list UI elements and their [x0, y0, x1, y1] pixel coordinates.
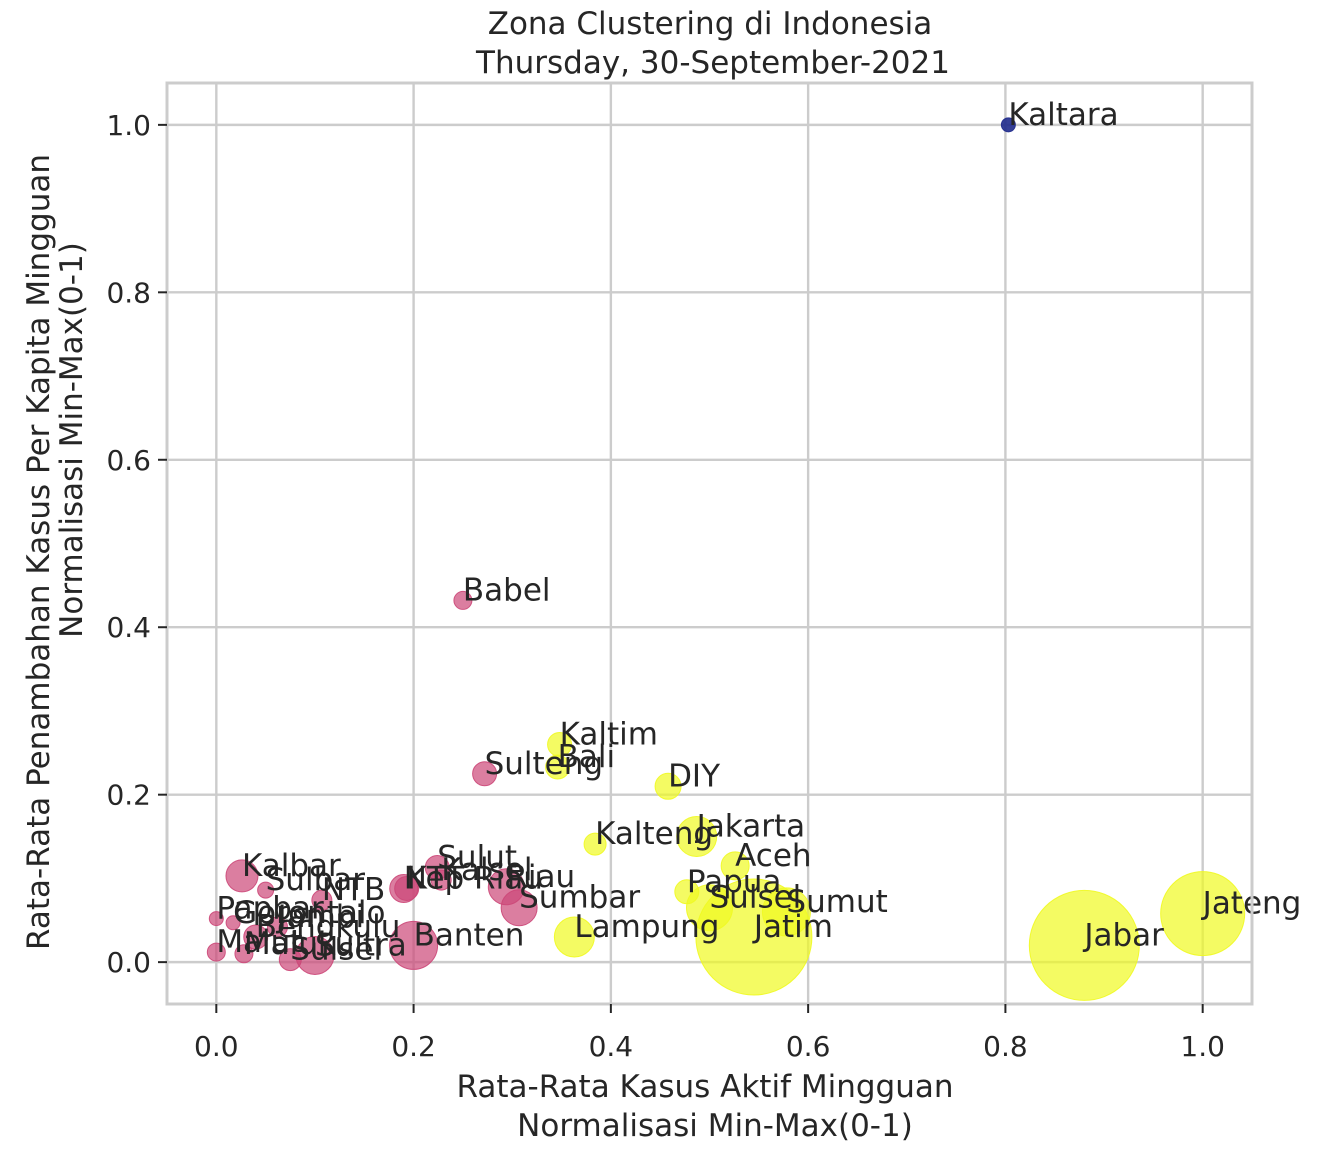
- data-point: [761, 887, 811, 937]
- data-point: [234, 944, 254, 964]
- data-point: [583, 832, 607, 856]
- data-points: [206, 117, 1246, 1001]
- data-point: [500, 889, 538, 927]
- data-point-label: Kep Riau: [407, 860, 543, 896]
- y-tick-label: 0.4: [106, 611, 151, 644]
- data-point: [266, 916, 288, 938]
- data-point: [225, 859, 259, 893]
- axis-ticks: 0.0 0.2 0.4 0.6 0.8 1.0 0.0 0.2 0.4 0.6 0.8 1.0: [106, 109, 1224, 1063]
- x-axis-label-line-1: Rata-Rata Kasus Aktif Mingguan: [457, 1069, 954, 1105]
- chart-title-line-2: Thursday, 30-September-2021: [475, 45, 950, 81]
- x-tick-label: 0.4: [589, 1030, 634, 1063]
- y-tick-label: 1.0: [106, 109, 151, 142]
- data-point: [472, 761, 498, 787]
- data-point-label: Bengkulu: [256, 909, 401, 945]
- data-point-label: Jambi: [275, 899, 364, 935]
- data-point-label: Lampung: [574, 909, 719, 945]
- data-point: [278, 948, 302, 972]
- data-point-label: Papbar: [216, 891, 324, 927]
- x-tick-label: 0.2: [391, 1030, 436, 1063]
- data-point-label: Banten: [414, 917, 525, 953]
- data-point-label: Sultra: [315, 927, 407, 963]
- data-point-label: Sulbar: [266, 862, 366, 898]
- data-point: [225, 915, 241, 931]
- data-point: [676, 816, 718, 858]
- data-point-label: Maluku: [244, 926, 355, 962]
- y-tick-label: 0.6: [106, 444, 151, 477]
- data-point: [206, 942, 226, 962]
- data-point-label: Babel: [463, 572, 551, 608]
- x-axis-label-line-2: Normalisasi Min-Max(0-1): [517, 1108, 913, 1144]
- data-point-label: Kalteng: [595, 816, 713, 852]
- data-point-label: Malut: [216, 924, 302, 960]
- data-point: [674, 879, 700, 905]
- data-point: [1160, 871, 1246, 957]
- data-point-label: NTT: [404, 860, 466, 896]
- data-point-label: Kalsel: [441, 852, 532, 888]
- chart-title-line-1: Zona Clustering di Indonesia: [488, 6, 933, 42]
- y-axis-label-line-2: Normalisasi Min-Max(0-1): [54, 242, 90, 638]
- data-point-label: Kaltim: [560, 716, 658, 752]
- data-point-label: NTB: [322, 872, 385, 908]
- data-point-label: Riau: [506, 859, 575, 895]
- data-point: [720, 851, 750, 881]
- data-point-label: Sulsel: [710, 880, 802, 916]
- data-point-label: Sulut: [437, 840, 517, 876]
- data-point: [394, 875, 420, 901]
- data-point-label: Papua: [687, 864, 782, 900]
- data-point: [1028, 889, 1140, 1001]
- x-tick-label: 1.0: [1180, 1030, 1225, 1063]
- y-tick-label: 0.0: [106, 946, 151, 979]
- data-point: [257, 881, 275, 899]
- data-point-label: Jatim: [752, 909, 833, 945]
- x-tick-label: 0.8: [983, 1030, 1028, 1063]
- data-point-label: DIY: [668, 758, 720, 794]
- data-point: [430, 869, 452, 891]
- data-point-label: Gorontalo: [233, 895, 385, 931]
- y-tick-label: 0.8: [106, 276, 151, 309]
- data-point: [389, 920, 439, 970]
- x-tick-label: 0.0: [194, 1030, 239, 1063]
- data-point-label: Kalbar: [242, 848, 341, 884]
- x-tick-label: 0.6: [786, 1030, 831, 1063]
- data-point-label: Jakarta: [695, 809, 805, 845]
- plot-frame: [165, 81, 1254, 1006]
- y-axis-label-line-1: Rata-Rata Penambahan Kasus Per Kapita Mi…: [21, 154, 57, 950]
- data-point: [208, 911, 224, 927]
- data-point: [1000, 117, 1016, 133]
- data-point-label: Sumut: [786, 884, 887, 920]
- data-point: [311, 889, 333, 911]
- data-point-label: Sumbar: [519, 880, 640, 916]
- data-point-label: Aceh: [735, 838, 811, 874]
- grid: [167, 83, 1252, 1004]
- data-point: [654, 772, 682, 800]
- data-point: [545, 754, 571, 780]
- data-point: [453, 590, 473, 610]
- y-tick-label: 0.2: [106, 779, 151, 812]
- data-point-label: Jabar: [1082, 917, 1164, 953]
- data-point: [553, 916, 595, 958]
- data-point-label: Sulteng: [485, 746, 604, 782]
- data-point-label: Bali: [558, 739, 616, 775]
- data-point: [243, 924, 269, 950]
- data-point-label: Sulsel: [290, 932, 382, 968]
- data-point-label: Kaltara: [1008, 97, 1118, 133]
